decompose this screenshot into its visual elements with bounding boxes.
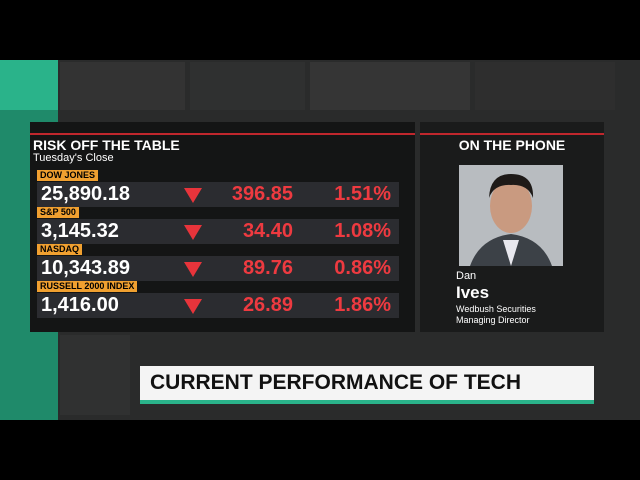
index-change: 396.85: [231, 183, 293, 205]
index-label: DOW JONES: [37, 170, 99, 181]
index-value: 25,890.18: [41, 183, 130, 205]
row-background: [37, 219, 399, 244]
index-percent: 1.86%: [334, 294, 391, 316]
index-label: RUSSELL 2000 INDEX: [37, 281, 138, 292]
panel-subtitle: Tuesday's Close: [33, 152, 114, 164]
guest-role: Managing Director: [456, 315, 530, 325]
guest-section-title: ON THE PHONE: [458, 137, 566, 153]
row-background: [37, 293, 399, 318]
guest-first-name: Dan: [456, 270, 477, 282]
index-percent: 1.51%: [334, 183, 391, 205]
down-arrow: [184, 225, 202, 240]
index-change: 89.76: [242, 257, 293, 279]
down-arrow: [184, 299, 202, 314]
index-value: 3,145.32: [41, 220, 119, 242]
index-percent: 1.08%: [334, 220, 391, 242]
down-arrow: [184, 262, 202, 277]
guest-last-name: Ives: [456, 283, 490, 302]
index-change: 26.89: [242, 294, 293, 316]
index-change: 34.40: [242, 220, 293, 242]
index-label: NASDAQ: [37, 244, 83, 255]
index-value: 10,343.89: [41, 257, 130, 279]
index-value: 1,416.00: [41, 294, 119, 316]
row-background: [37, 256, 399, 281]
row-background: [37, 182, 399, 207]
guest-company: Wedbush Securities: [456, 304, 536, 314]
panel-title: RISK OFF THE TABLE: [33, 137, 180, 153]
index-percent: 0.86%: [334, 257, 391, 279]
lower-third: CURRENT PERFORMANCE OF TECH: [150, 371, 521, 394]
index-label: S&P 500: [37, 207, 79, 218]
down-arrow: [184, 188, 202, 203]
